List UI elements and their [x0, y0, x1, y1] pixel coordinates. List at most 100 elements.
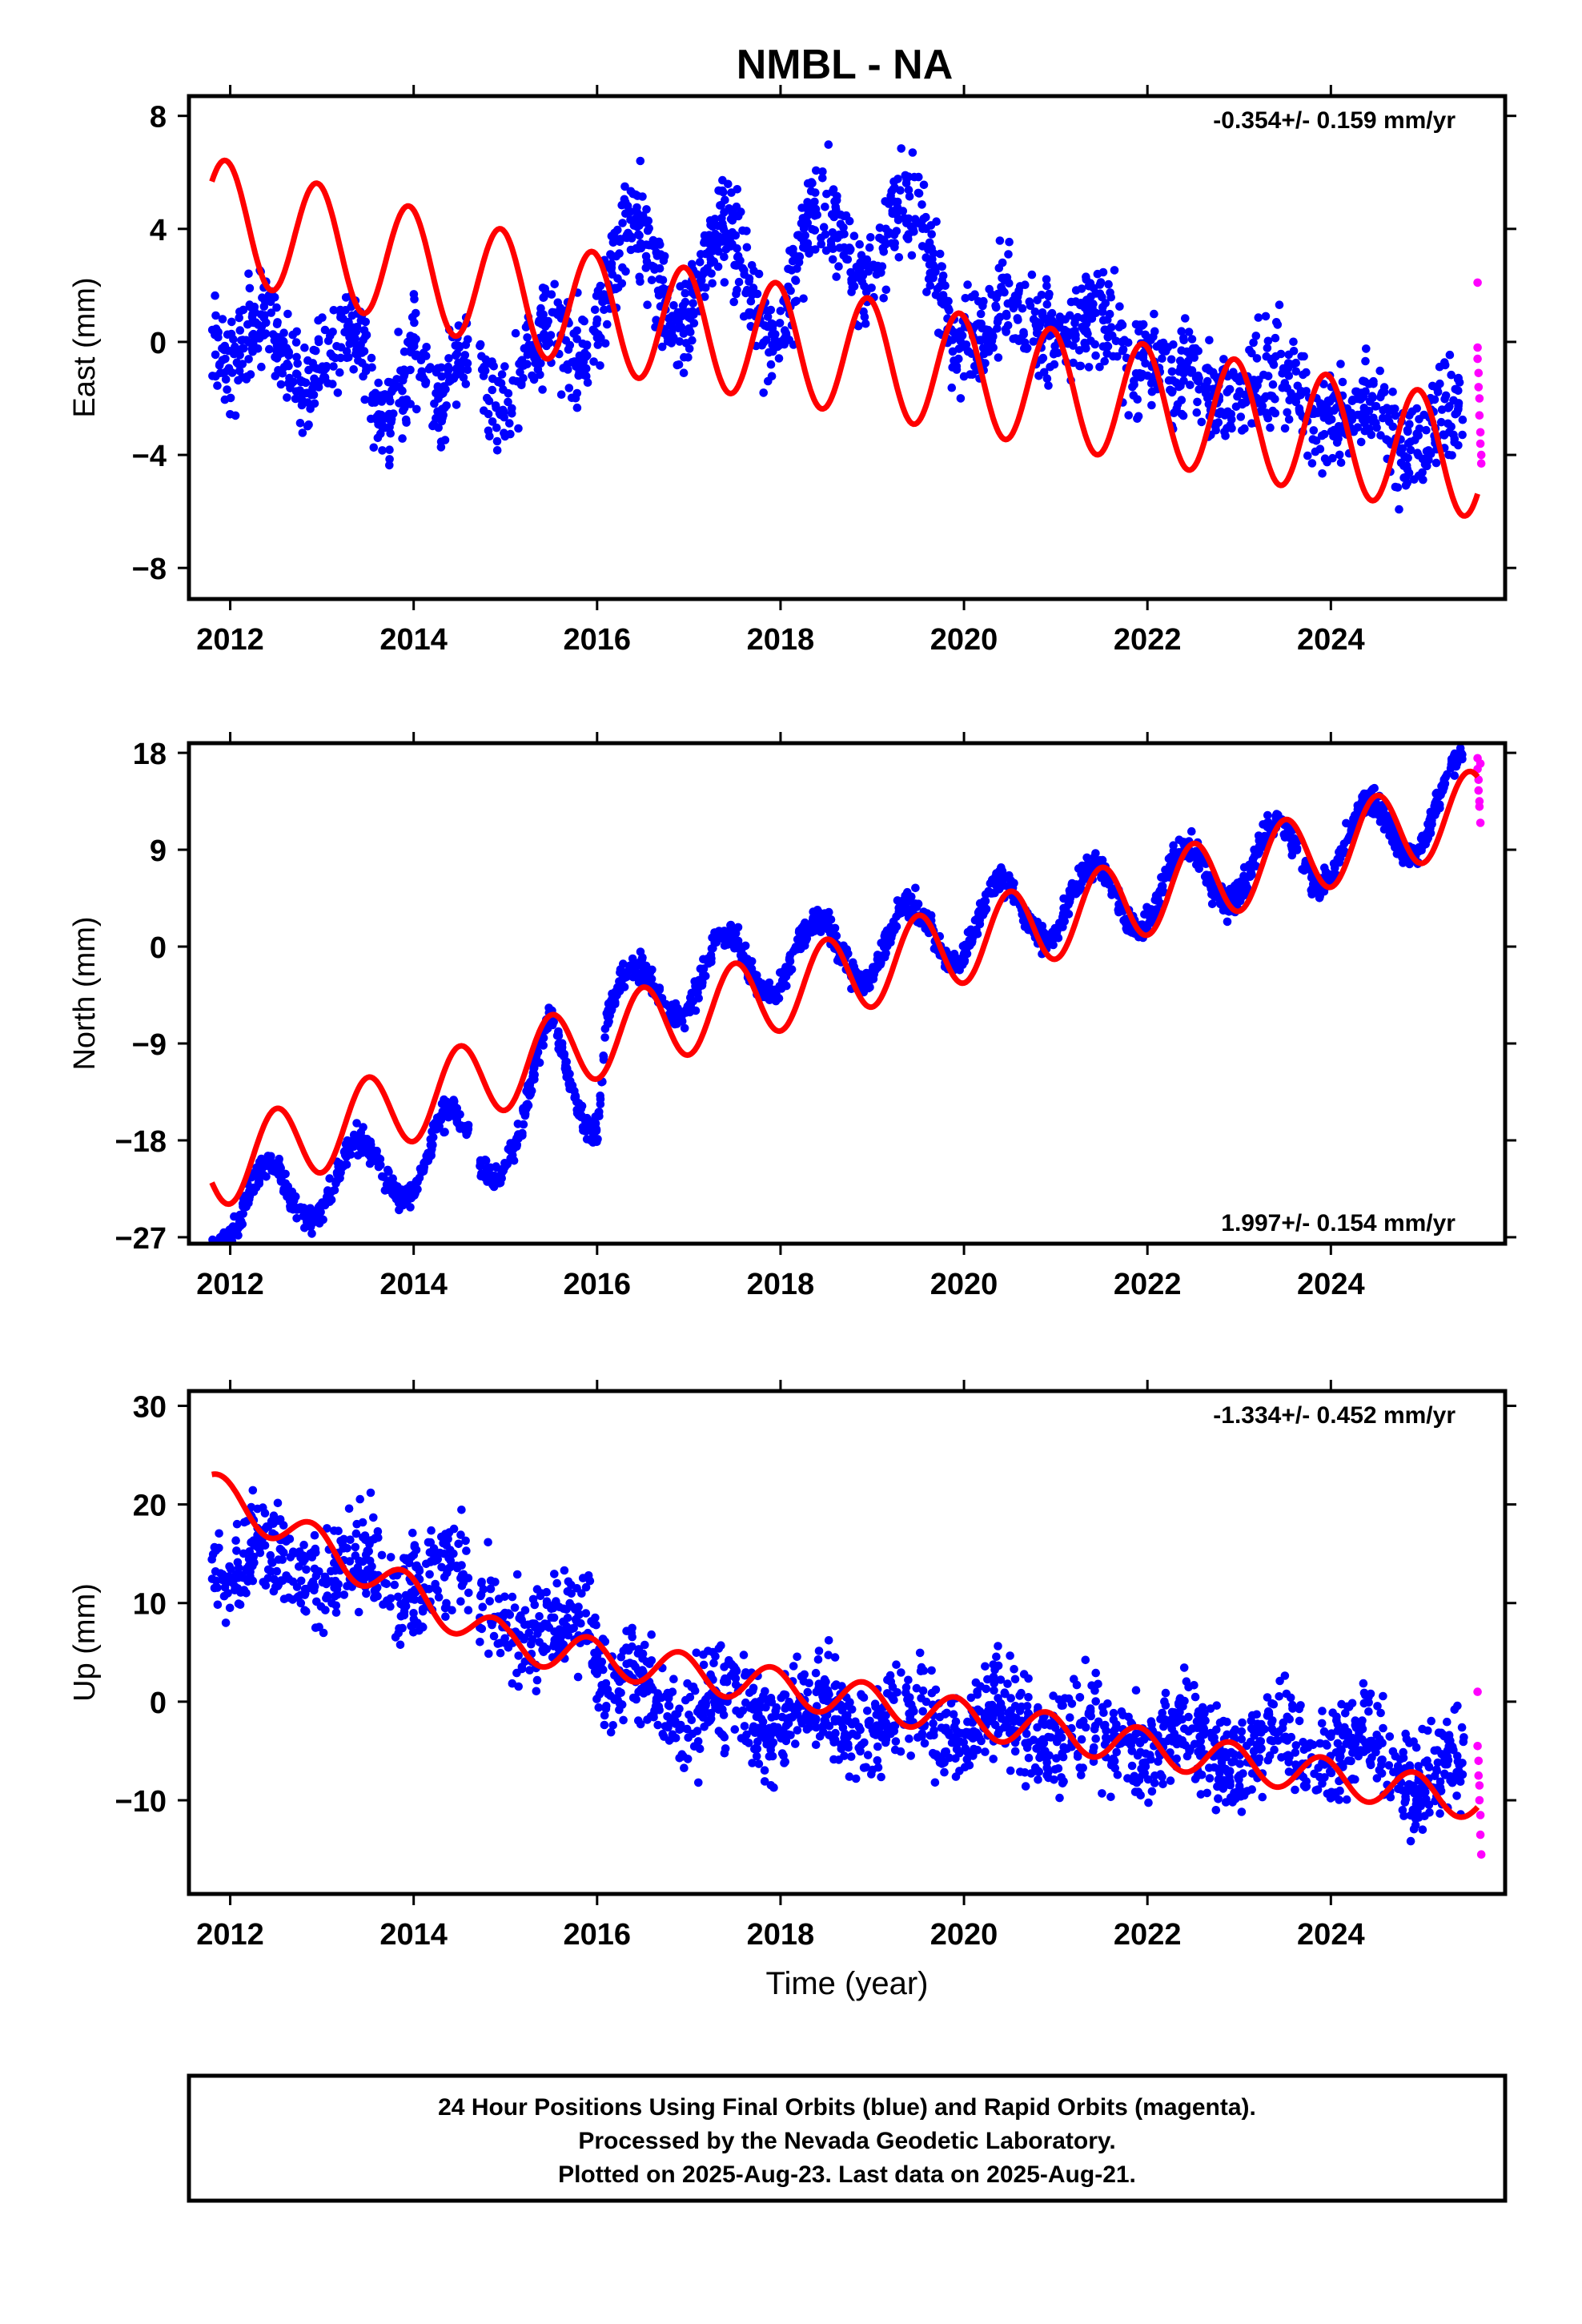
north-final-orbit-point [887, 933, 896, 943]
east-final-orbit-point [907, 251, 917, 260]
east-final-orbit-point [398, 434, 407, 443]
east-final-orbit-point [373, 433, 383, 443]
north-final-orbit-point [966, 925, 975, 935]
east-final-orbit-point [491, 401, 500, 410]
east-final-orbit-point [1393, 483, 1403, 492]
east-xtick-label: 2016 [564, 623, 632, 657]
up-final-orbit-point [793, 1652, 801, 1662]
north-final-orbit-point [245, 1192, 255, 1201]
east-final-orbit-point [589, 357, 598, 366]
north-final-orbit-point [514, 1130, 523, 1139]
east-final-orbit-point [1317, 431, 1327, 440]
east-final-orbit-point [954, 344, 964, 353]
east-final-orbit-point [464, 335, 472, 344]
east-final-orbit-point [291, 338, 301, 347]
east-final-orbit-point [267, 308, 276, 317]
east-final-orbit-point [1055, 312, 1065, 321]
east-xtick-label: 2024 [1297, 623, 1365, 657]
north-final-orbit-point [616, 965, 625, 974]
east-final-orbit-point [1069, 341, 1078, 350]
east-final-orbit-point [935, 282, 945, 291]
east-final-orbit-point [1077, 284, 1086, 293]
east-final-orbit-point [1388, 388, 1397, 396]
east-final-orbit-point [303, 421, 312, 431]
east-final-orbit-point [1176, 363, 1186, 372]
east-final-orbit-point [652, 316, 661, 325]
east-final-orbit-point [1311, 447, 1320, 456]
up-final-orbit-point [1091, 1697, 1100, 1706]
east-final-orbit-point [1253, 381, 1262, 390]
east-final-orbit-point [444, 362, 453, 372]
east-final-orbit-point [1363, 407, 1372, 416]
east-ytick-label: −4 [132, 440, 167, 473]
east-final-orbit-point [504, 397, 512, 407]
east-final-orbit-point [641, 263, 651, 272]
east-final-orbit-point [1232, 373, 1241, 383]
east-final-orbit-point [1167, 367, 1177, 376]
east-final-orbit-point [790, 297, 800, 307]
north-final-orbit-point [820, 909, 829, 918]
east-final-orbit-point [455, 367, 464, 376]
east-final-orbit-point [292, 327, 302, 336]
east-final-orbit-point [1433, 388, 1443, 396]
east-final-orbit-point [480, 366, 490, 376]
east-final-orbit-point [703, 235, 713, 244]
north-final-orbit-point [519, 1120, 528, 1129]
up-final-orbit-point [514, 1682, 523, 1691]
east-final-orbit-point [947, 383, 957, 392]
up-final-orbit-point [365, 1556, 375, 1566]
up-final-orbit-point [873, 1756, 882, 1765]
east-final-orbit-point [632, 222, 642, 231]
east-final-orbit-point [1071, 297, 1080, 306]
up-final-orbit-point [1238, 1718, 1247, 1727]
north-final-orbit-point [1207, 899, 1217, 909]
north-final-orbit-point [1432, 788, 1441, 798]
north-final-orbit-point [1194, 850, 1203, 859]
north-final-orbit-point [902, 903, 911, 913]
east-final-orbit-point [1372, 423, 1381, 432]
east-final-orbit-point [1291, 397, 1301, 407]
east-final-orbit-point [837, 230, 845, 239]
east-final-orbit-point [892, 227, 901, 235]
east-final-orbit-point [1367, 430, 1376, 440]
north-final-orbit-point [378, 1172, 387, 1181]
east-final-orbit-point [622, 231, 632, 239]
north-final-orbit-point [785, 965, 794, 974]
up-final-orbit-point [542, 1587, 551, 1597]
east-final-orbit-point [297, 400, 307, 410]
east-final-orbit-point [1273, 320, 1283, 329]
north-final-orbit-point [839, 941, 848, 951]
north-final-orbit-point [813, 922, 823, 931]
east-final-orbit-point [571, 393, 580, 403]
up-final-orbit-point [1423, 1756, 1431, 1765]
east-final-orbit-point [817, 233, 825, 243]
east-final-orbit-point [1284, 350, 1293, 360]
east-final-orbit-point [961, 294, 970, 303]
east-final-orbit-point [480, 406, 488, 415]
east-rapid-orbit-point [1475, 394, 1484, 403]
east-final-orbit-point [300, 343, 309, 352]
east-final-orbit-point [1030, 308, 1040, 316]
east-final-orbit-point [1147, 400, 1156, 410]
north-final-orbit-point [482, 1164, 492, 1172]
east-final-orbit-point [1002, 312, 1011, 320]
up-final-orbit-point [760, 1777, 769, 1786]
east-final-orbit-point [738, 263, 747, 273]
east-final-orbit-point [314, 335, 323, 344]
east-final-orbit-point [1291, 358, 1300, 368]
east-final-orbit-point [855, 239, 864, 249]
east-final-orbit-point [1141, 330, 1150, 340]
east-final-orbit-point [974, 297, 983, 306]
east-final-orbit-point [517, 380, 526, 390]
east-final-orbit-point [407, 344, 416, 354]
east-final-orbit-point [1190, 353, 1199, 362]
north-final-orbit-point [596, 1100, 605, 1108]
east-final-orbit-point [904, 185, 913, 195]
east-final-orbit-point [499, 385, 508, 394]
east-final-orbit-point [894, 253, 904, 262]
east-final-orbit-point [821, 246, 831, 255]
east-final-orbit-point [1266, 423, 1275, 432]
east-final-orbit-point [734, 277, 744, 287]
east-final-orbit-point [235, 313, 244, 323]
up-final-orbit-point [361, 1550, 371, 1559]
